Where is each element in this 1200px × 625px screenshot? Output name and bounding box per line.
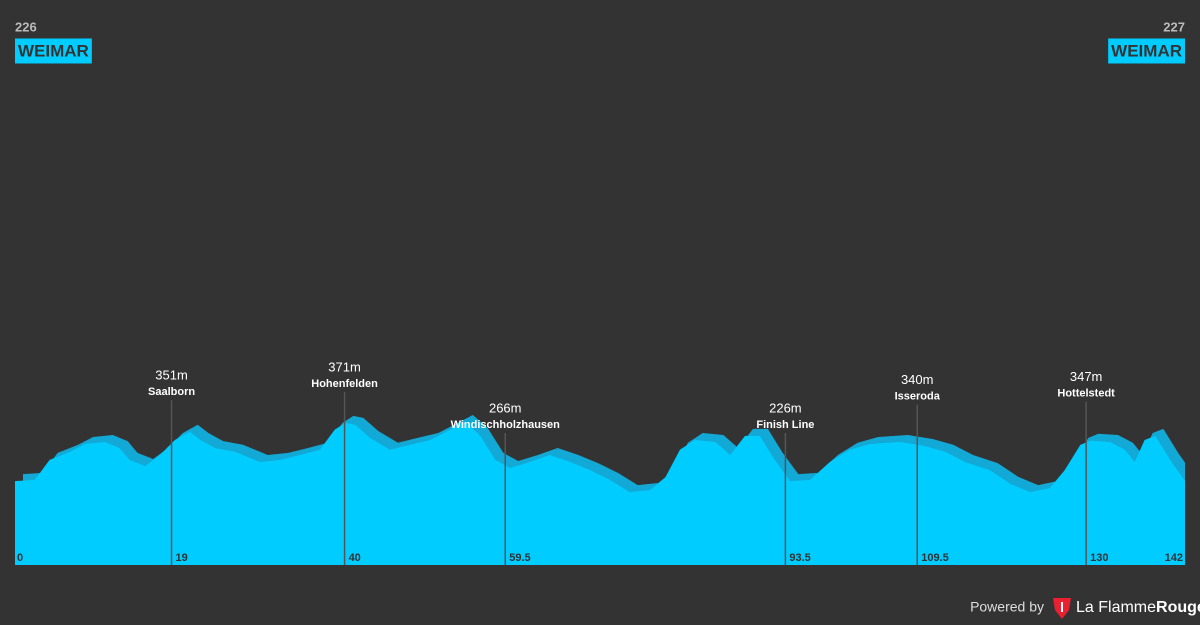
marker-km: 59.5: [509, 552, 530, 564]
brand-suffix: Rouge: [1156, 599, 1200, 616]
marker-elevation: 371m: [328, 359, 361, 374]
marker-name: Windischholzhausen: [451, 419, 561, 431]
brand-logo-mark: [1061, 602, 1063, 612]
marker-km: 19: [176, 552, 188, 564]
marker-name: Finish Line: [756, 419, 814, 431]
marker-km: 130: [1090, 552, 1108, 564]
marker-name: Saalborn: [148, 386, 195, 398]
brand: La FlammeRouge: [1076, 599, 1200, 616]
x-tick-label: 0: [17, 552, 23, 564]
marker-km: 40: [349, 552, 361, 564]
start-name: WEIMAR: [18, 41, 89, 60]
start-name-box: [15, 38, 92, 64]
profile-area: [15, 422, 1185, 565]
powered-by: Powered by: [970, 599, 1044, 615]
marker-km: 109.5: [921, 552, 949, 564]
marker-elevation: 266m: [489, 400, 522, 415]
marker-elevation: 226m: [769, 400, 802, 415]
x-tick-label: 142: [1165, 552, 1183, 564]
finish-name-box: [1108, 38, 1185, 64]
marker-elevation: 340m: [901, 372, 934, 387]
start-elevation: 226: [15, 19, 37, 34]
marker-name: Isseroda: [895, 391, 941, 403]
finish-name: WEIMAR: [1111, 41, 1182, 60]
marker-name: Hottelstedt: [1057, 388, 1115, 400]
finish-elevation: 227: [1163, 19, 1185, 34]
marker-elevation: 351m: [155, 368, 188, 383]
brand-prefix: La Flamme: [1076, 599, 1156, 616]
marker-name: Hohenfelden: [311, 378, 378, 390]
marker-km: 93.5: [789, 552, 810, 564]
marker-elevation: 347m: [1070, 369, 1103, 384]
